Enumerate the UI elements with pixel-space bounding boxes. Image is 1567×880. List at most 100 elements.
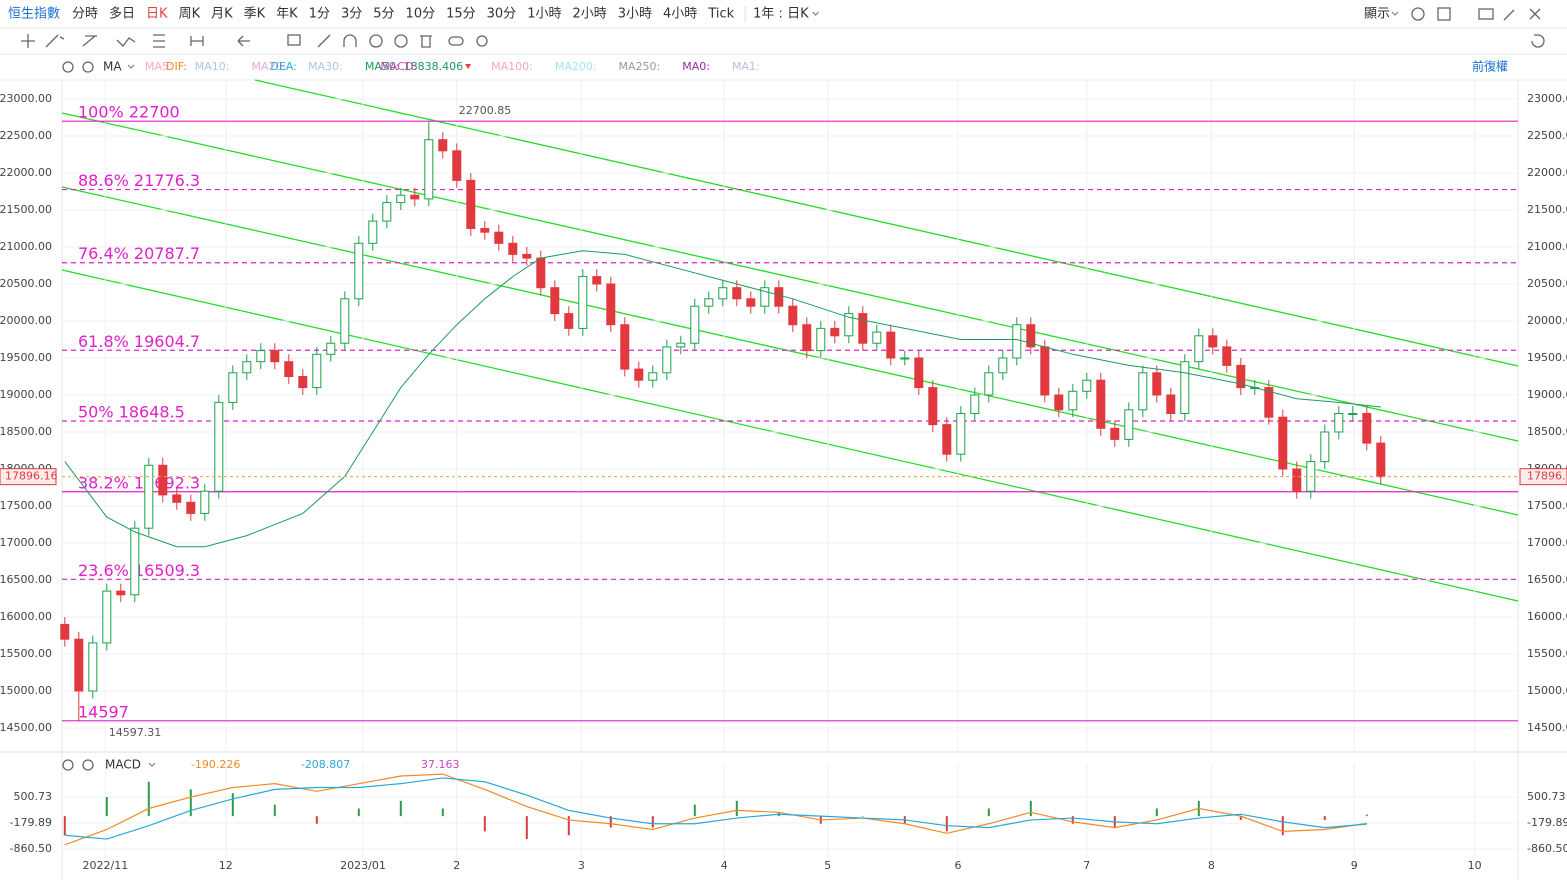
last-price-box <box>0 468 57 486</box>
candle-body <box>326 342 336 355</box>
tab[interactable]: 5分 <box>373 7 394 22</box>
tool-icon[interactable] <box>420 35 432 48</box>
candle-body <box>452 150 462 181</box>
macd-bar <box>1323 816 1326 820</box>
candle-body <box>1376 442 1386 478</box>
tab[interactable]: 分時 <box>72 7 98 22</box>
tool-icon[interactable] <box>317 34 331 48</box>
tab[interactable]: Tick <box>707 7 734 22</box>
settings-icon[interactable] <box>62 61 74 73</box>
pen-icon[interactable] <box>1503 9 1515 21</box>
tool-icon[interactable] <box>448 36 464 46</box>
candle-body <box>1334 413 1344 433</box>
tool-icon[interactable] <box>343 34 357 47</box>
tab[interactable]: 多日 <box>109 6 135 22</box>
tab[interactable]: 恒生指數 <box>8 7 60 22</box>
adjust-select[interactable]: 前復權 <box>1472 59 1508 74</box>
tool-icon[interactable] <box>287 34 301 46</box>
tab[interactable]: 15分 <box>446 7 476 22</box>
y-tick-label-right: 18500.00 <box>1527 425 1567 438</box>
level-label: 50% 18648.5 <box>78 403 185 422</box>
trend-line <box>61 112 1519 442</box>
tab[interactable]: 4小時 <box>663 7 697 22</box>
tool-icon[interactable] <box>369 34 383 48</box>
tab[interactable]: 30分 <box>487 7 517 22</box>
drawing-tools[interactable] <box>21 7 1545 771</box>
y-tick-label: -860.50 <box>10 842 52 855</box>
tab[interactable]: 年K <box>276 7 298 22</box>
tool-icon[interactable] <box>21 34 35 48</box>
x-tick-label: 9 <box>1351 859 1358 872</box>
caret[interactable] <box>812 11 819 16</box>
y-tick-label: 500.73 <box>14 790 53 803</box>
candle-body <box>1236 364 1246 389</box>
indicator-name[interactable]: MA <box>103 60 122 74</box>
tool-icon[interactable] <box>82 35 97 47</box>
tab[interactable]: 3小時 <box>618 7 652 22</box>
candle-body <box>564 313 574 329</box>
tab[interactable]: 10分 <box>406 7 436 22</box>
undo-icon[interactable] <box>1531 34 1545 48</box>
tab[interactable]: 1分 <box>309 7 330 22</box>
tab[interactable]: 2小時 <box>572 7 606 22</box>
ma-label: DIF: <box>166 60 187 73</box>
level-label: 76.4% 20787.7 <box>78 244 200 263</box>
caret[interactable] <box>127 64 135 69</box>
x-tick-label: 3 <box>578 859 585 872</box>
ma-label: 18838.406 <box>404 60 464 73</box>
layout-icon[interactable] <box>1437 7 1451 21</box>
y-tick-label: -179.89 <box>10 816 52 829</box>
candle-body <box>788 305 798 326</box>
candle-body <box>970 394 980 415</box>
tab[interactable]: 日K <box>146 7 168 22</box>
close-icon[interactable] <box>82 759 94 771</box>
candle-body <box>228 372 238 403</box>
candle-body <box>816 327 826 352</box>
camera-icon[interactable] <box>1478 8 1494 20</box>
tool-icon[interactable] <box>190 36 204 46</box>
candle-body <box>354 242 364 300</box>
macd-bar <box>567 816 570 836</box>
candle-body <box>1012 324 1022 359</box>
y-tick-label-right: 22000.00 <box>1527 166 1567 179</box>
indicator-name[interactable]: MACD <box>105 758 141 772</box>
caret[interactable] <box>148 762 156 767</box>
tool-icon[interactable] <box>476 35 488 47</box>
tab[interactable]: 月K <box>211 7 233 22</box>
y-tick-label: 20000.00 <box>0 314 52 327</box>
tool-icon[interactable] <box>45 34 65 48</box>
range-select[interactable]: 1年 : 日K <box>753 7 809 22</box>
y-tick-label: 18500.00 <box>0 425 52 438</box>
y-tick-label-right: 16500.00 <box>1527 573 1567 586</box>
candle-body <box>130 527 140 596</box>
tab[interactable]: 3分 <box>341 7 362 22</box>
candle-body <box>1054 394 1064 411</box>
candle-body <box>1264 387 1274 418</box>
candle-body <box>1222 346 1232 366</box>
tab[interactable]: 季K <box>244 7 266 22</box>
candle-body <box>1180 361 1190 415</box>
y-tick-label: 15500.00 <box>0 647 52 660</box>
close-icon[interactable] <box>1529 8 1541 20</box>
close-icon[interactable] <box>82 61 94 73</box>
candle-body <box>620 324 630 370</box>
display-menu[interactable]: 顯示 <box>1364 7 1390 22</box>
tool-icon[interactable] <box>394 34 408 48</box>
settings-icon[interactable] <box>1411 7 1425 21</box>
low-annotation: 14597.31 <box>109 726 162 739</box>
caret[interactable] <box>1391 11 1399 16</box>
candle-body <box>340 298 350 344</box>
candle-body <box>74 638 84 692</box>
settings-icon[interactable] <box>62 759 74 771</box>
tool-icon[interactable] <box>153 34 165 48</box>
x-tick-label: 5 <box>824 859 831 872</box>
tab[interactable]: 周K <box>179 7 201 22</box>
tool-icon[interactable] <box>116 37 136 47</box>
candle-body <box>1292 468 1302 492</box>
tab[interactable]: 1小時 <box>527 7 561 22</box>
candle-body <box>424 139 434 200</box>
tool-icon[interactable] <box>237 35 250 47</box>
candle-body <box>760 287 770 307</box>
candle-body <box>914 357 924 389</box>
candle-body <box>830 327 840 337</box>
